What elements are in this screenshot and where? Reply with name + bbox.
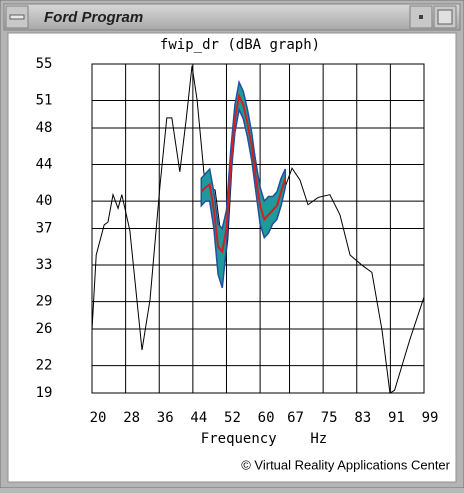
x-tick-label: 91 (388, 410, 405, 426)
band (200, 79, 287, 289)
y-tick-label: 55 (36, 56, 53, 72)
y-tick-label: 48 (36, 120, 53, 136)
x-tick-label: 52 (224, 410, 241, 426)
x-tick-label: 75 (321, 410, 338, 426)
x-tick-label: 83 (354, 410, 371, 426)
y-tick-label: 37 (36, 221, 53, 237)
y-tick-label: 26 (36, 321, 53, 337)
x-tick-label: 36 (157, 410, 174, 426)
chart-title: fwip_dr (dBA graph) (160, 37, 320, 53)
y-tick-label: 22 (36, 358, 53, 374)
maximize-icon (437, 9, 453, 25)
x-tick-label: 28 (123, 410, 140, 426)
data-line (200, 92, 287, 254)
y-tick-label: 33 (36, 257, 53, 273)
content-area (7, 32, 457, 483)
window-title: Ford Program (44, 9, 143, 26)
plot: 19 22 26 29 33 37 40 44 48 51 55 20 28 36 44 52 60 67 75 83… (36, 56, 439, 426)
x-tick-label: 20 (90, 410, 107, 426)
footer: © Virtual Reality Applications Center (241, 457, 450, 472)
x-tick-label: 60 (258, 410, 275, 426)
x-axis-label: Frequency Hz (201, 431, 327, 447)
data-line (91, 65, 425, 394)
menu-icon (9, 14, 25, 20)
y-tick-label: 19 (36, 385, 53, 401)
title-bar (3, 3, 461, 31)
minimize-icon (419, 15, 423, 19)
y-tick-label: 51 (36, 93, 53, 109)
y-tick-label: 40 (36, 193, 53, 209)
x-tick-label: 44 (190, 410, 207, 426)
y-tick-label: 29 (36, 294, 53, 310)
x-tick-label: 67 (287, 410, 304, 426)
y-tick-label: 44 (36, 157, 53, 173)
x-tick-label: 99 (422, 410, 439, 426)
